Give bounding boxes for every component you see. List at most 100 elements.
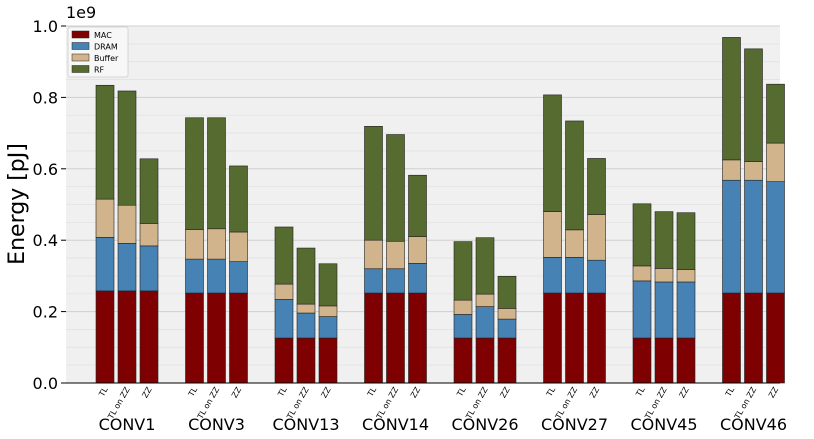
bar-segment-mac [185, 292, 204, 384]
bar-segment-dram [632, 280, 652, 339]
x-tick-label: TL [97, 385, 110, 399]
bar-segment-dram [364, 268, 383, 294]
bar-segment-dram [95, 237, 115, 292]
group-label: CONV3 [188, 415, 245, 434]
bar-segment-mac [632, 337, 652, 384]
bar-segment-dram [139, 245, 159, 292]
bar-segment-rf [722, 37, 741, 161]
bar-segment-mac [139, 290, 159, 384]
bar-segment-buffer [185, 229, 204, 260]
group-label: CONV27 [541, 415, 608, 434]
y-axis: 0.0 0.2 0.4 0.6 0.8 1.0 [33, 17, 66, 393]
bar-segment-rf [139, 158, 159, 224]
bar-segment-rf [543, 94, 562, 212]
bar-segment-rf [117, 90, 137, 206]
bar-segment-dram [274, 299, 294, 339]
bar-segment-buffer [632, 265, 652, 282]
y-tick-label: 0.2 [33, 303, 58, 322]
bar-segment-buffer [274, 283, 294, 300]
group-label: CONV45 [630, 415, 697, 434]
bar-segment-buffer [543, 211, 562, 258]
x-tick-label: TL [186, 385, 199, 399]
bar-segment-buffer [117, 204, 137, 244]
group-label: CONV13 [272, 415, 339, 434]
bar-segment-rf [676, 212, 696, 270]
y-scale-label: 1e9 [66, 3, 96, 22]
x-tick-label: ZZ [319, 385, 333, 399]
bar-segment-mac [654, 337, 674, 384]
bar-segment-dram [207, 258, 226, 294]
y-tick-label: 0.4 [33, 231, 58, 250]
bar-segment-mac [95, 290, 115, 384]
bar-segment-mac [408, 292, 427, 384]
bar-segment-dram [117, 243, 137, 292]
bar-segment-rf [654, 211, 674, 269]
group-label: CONV1 [99, 415, 156, 434]
bar-segment-buffer [654, 268, 674, 283]
bar-segment-buffer [744, 161, 763, 181]
y-tick-label: 1.0 [33, 17, 58, 36]
legend-swatch-buffer [71, 53, 90, 62]
x-tick-label: TL [276, 385, 289, 399]
x-tick-label: ZZ [230, 385, 244, 399]
legend-swatch-dram [71, 42, 90, 50]
bar-segment-mac [587, 292, 606, 384]
bar-segment-buffer [475, 293, 495, 307]
bar-segment-dram [475, 306, 495, 339]
bar-segment-rf [185, 117, 204, 230]
bar-segment-rf [207, 117, 226, 230]
x-tick-label: TL [365, 385, 378, 399]
bar-segment-dram [296, 312, 316, 339]
bar-segment-dram [318, 316, 338, 339]
bar-segment-mac [475, 337, 495, 384]
bar-segment-mac [207, 292, 226, 384]
bar-segment-buffer [95, 198, 115, 238]
bar-segment-dram [766, 181, 785, 294]
bar-segment-buffer [364, 239, 383, 270]
bar-segment-dram [408, 263, 427, 294]
bar-segment-dram [453, 314, 473, 339]
bar-segment-rf [408, 174, 427, 237]
bar-segment-dram [744, 179, 763, 294]
bar-segment-mac [744, 292, 763, 384]
bar-segment-dram [654, 281, 674, 339]
bar-segment-mac [497, 337, 517, 384]
bar-segment-dram [722, 179, 741, 294]
bar-segment-dram [229, 261, 248, 294]
bar-segment-buffer [587, 214, 606, 261]
bar-segment-dram [185, 258, 204, 294]
x-tick-label: ZZ [140, 385, 154, 399]
bar-segment-mac [676, 337, 696, 384]
bar-segment-mac [229, 292, 248, 384]
x-tick-label: ZZ [677, 385, 691, 399]
bar-segment-mac [453, 337, 473, 384]
legend-label-buffer: Buffer [94, 54, 119, 63]
bar-segment-rf [453, 241, 473, 301]
bar-segment-buffer [453, 299, 473, 315]
bar-segment-dram [587, 259, 606, 294]
x-tick-label: ZZ [767, 385, 781, 399]
bars [95, 37, 785, 384]
group-label: CONV46 [720, 415, 787, 434]
bar-segment-buffer [296, 303, 316, 314]
y-tick-label: 0.8 [33, 88, 58, 107]
bar-segment-buffer [408, 236, 427, 264]
legend-swatch-mac [71, 30, 90, 39]
bar-segment-dram [543, 257, 562, 294]
x-tick-label: ZZ [588, 385, 602, 399]
y-tick-label: 0.6 [33, 160, 58, 179]
bar-segment-dram [497, 318, 517, 339]
bar-segment-dram [676, 281, 696, 339]
bar-segment-dram [565, 257, 584, 294]
bar-segment-buffer [497, 308, 517, 320]
bar-segment-buffer [139, 223, 159, 247]
bar-segment-rf [497, 275, 517, 309]
bar-segment-rf [587, 158, 606, 215]
legend: MAC DRAM Buffer RF [67, 26, 129, 78]
bar-segment-buffer [229, 231, 248, 262]
bar-segment-buffer [386, 240, 405, 270]
bar-segment-mac [722, 292, 741, 384]
bar-segment-mac [386, 292, 405, 384]
